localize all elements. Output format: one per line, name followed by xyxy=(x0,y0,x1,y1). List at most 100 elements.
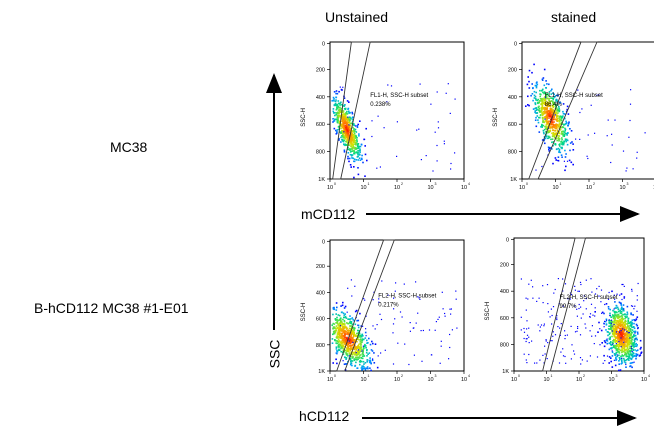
event-point xyxy=(552,141,555,143)
event-point xyxy=(625,337,627,339)
y-tick-label: 0 xyxy=(322,41,325,47)
event-point xyxy=(553,118,555,121)
event-point xyxy=(361,352,364,355)
event-point xyxy=(349,138,351,141)
event-point xyxy=(440,340,442,342)
event-point xyxy=(362,351,364,353)
event-point xyxy=(614,364,617,367)
event-point xyxy=(342,353,345,356)
event-point xyxy=(629,350,631,352)
event-point xyxy=(357,149,359,152)
event-point xyxy=(610,316,612,318)
event-point xyxy=(615,359,617,361)
event-point xyxy=(346,125,349,127)
event-point xyxy=(565,140,567,143)
event-point xyxy=(555,148,558,151)
event-point xyxy=(335,104,337,107)
event-point xyxy=(336,129,339,131)
event-point xyxy=(555,123,557,125)
event-point xyxy=(607,328,610,330)
event-point xyxy=(633,355,635,357)
event-point xyxy=(557,110,559,112)
event-point xyxy=(346,322,348,324)
event-point xyxy=(528,283,530,285)
event-point xyxy=(454,152,456,154)
event-point xyxy=(586,155,588,157)
event-point xyxy=(450,313,452,315)
event-point xyxy=(359,363,361,366)
event-point xyxy=(553,136,556,139)
event-point xyxy=(335,313,337,315)
event-point xyxy=(340,347,342,350)
event-point xyxy=(355,309,358,312)
event-point xyxy=(536,99,539,102)
event-point xyxy=(626,336,628,339)
event-point xyxy=(618,352,621,354)
event-point xyxy=(363,298,365,300)
event-point xyxy=(354,358,357,360)
event-point xyxy=(536,108,538,111)
event-point xyxy=(538,116,540,119)
event-point xyxy=(359,159,362,161)
event-point xyxy=(336,103,338,106)
event-point xyxy=(618,337,620,340)
event-point xyxy=(626,359,628,361)
event-point xyxy=(355,134,357,137)
event-point xyxy=(624,351,626,354)
event-point xyxy=(555,111,557,113)
y-tick-label: 400 xyxy=(316,290,325,296)
event-point xyxy=(566,133,568,135)
event-point xyxy=(340,141,342,143)
event-point xyxy=(342,120,344,123)
event-point xyxy=(556,315,558,317)
event-point xyxy=(351,111,353,114)
event-point xyxy=(546,112,549,114)
event-point xyxy=(622,304,625,306)
event-point xyxy=(360,350,362,353)
event-point xyxy=(533,63,535,66)
event-point xyxy=(346,347,348,349)
event-point xyxy=(331,342,334,344)
event-point xyxy=(351,327,354,330)
event-point xyxy=(357,123,359,126)
event-point xyxy=(337,114,339,117)
event-point xyxy=(449,308,451,310)
event-point xyxy=(387,294,389,296)
event-point xyxy=(347,322,350,325)
gate-polygon xyxy=(336,239,395,372)
event-point xyxy=(606,331,609,333)
event-point xyxy=(621,343,623,346)
event-point xyxy=(626,314,628,316)
event-point xyxy=(574,331,577,333)
event-point xyxy=(350,322,353,324)
event-point xyxy=(562,123,564,125)
event-point xyxy=(563,140,566,143)
event-point xyxy=(552,104,554,107)
event-point xyxy=(633,333,635,336)
event-point xyxy=(615,331,618,333)
event-point xyxy=(355,151,358,153)
event-point xyxy=(344,144,346,147)
event-point xyxy=(358,351,361,354)
event-point xyxy=(358,338,360,341)
event-point xyxy=(332,110,335,113)
event-point xyxy=(393,308,395,310)
event-point xyxy=(626,311,629,314)
event-point xyxy=(334,100,337,103)
event-point xyxy=(350,142,352,144)
event-point xyxy=(620,331,622,334)
event-point xyxy=(404,343,406,345)
event-point xyxy=(344,356,347,359)
event-point xyxy=(342,329,345,331)
event-point xyxy=(364,138,366,140)
event-point xyxy=(613,331,616,333)
event-point xyxy=(359,120,361,122)
event-point xyxy=(616,311,618,314)
event-point xyxy=(541,111,543,114)
event-point xyxy=(564,334,566,337)
event-point xyxy=(551,114,553,116)
gate-percent: 0.238% xyxy=(370,102,391,108)
event-point xyxy=(561,142,563,145)
event-point xyxy=(629,335,631,338)
event-point xyxy=(556,94,558,97)
